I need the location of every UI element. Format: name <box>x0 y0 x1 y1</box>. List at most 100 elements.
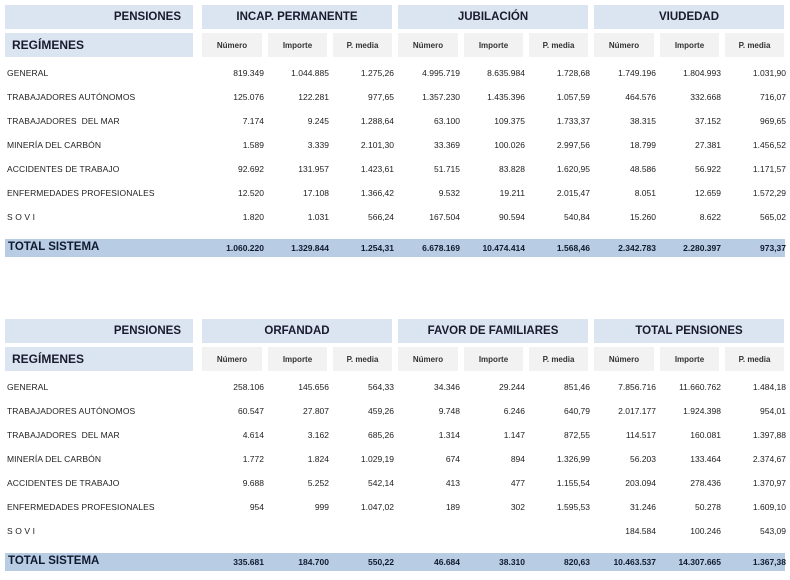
cell-value: 3.339 <box>307 140 329 150</box>
cell-value: 63.100 <box>434 116 460 126</box>
row-label: MINERÍA DEL CARBÓN <box>7 454 102 464</box>
cell-value: 640,79 <box>564 406 590 416</box>
cell-value: 1.397,88 <box>752 430 786 440</box>
cell-value: 1.366,42 <box>360 188 394 198</box>
cell-value: 122.281 <box>298 92 329 102</box>
row-label: TRABAJADORES DEL MAR <box>7 430 120 440</box>
total-value: 1.568,46 <box>556 243 590 253</box>
row-label: TRABAJADORES DEL MAR <box>7 116 120 126</box>
cell-value: 2.017.177 <box>618 406 656 416</box>
cell-value: 999 <box>314 502 329 512</box>
row-label: ACCIDENTES DE TRABAJO <box>7 478 120 488</box>
row-label: GENERAL <box>7 382 49 392</box>
cell-value: 48.586 <box>630 164 656 174</box>
total-value: 820,63 <box>564 557 590 567</box>
total-value: 46.684 <box>434 557 460 567</box>
cell-value: 12.659 <box>695 188 721 198</box>
cell-value: 145.656 <box>298 382 329 392</box>
cell-value: 51.715 <box>434 164 460 174</box>
cell-value: 1.749.196 <box>618 68 656 78</box>
total-value: 1.367,38 <box>752 557 786 567</box>
column-header: P. media <box>725 33 784 57</box>
cell-value: 125.076 <box>233 92 264 102</box>
cell-value: 8.622 <box>699 212 721 222</box>
cell-value: 1.484,18 <box>752 382 786 392</box>
cell-value: 8.051 <box>634 188 656 198</box>
cell-value: 1.804.993 <box>683 68 721 78</box>
pensions-table-2: PENSIONES REGÍMENES ORFANDAD Número Importe P… <box>0 314 790 574</box>
row-label: MINERÍA DEL CARBÓN <box>7 140 102 150</box>
cell-value: 29.244 <box>499 382 525 392</box>
cell-value: 1.357.230 <box>422 92 460 102</box>
cell-value: 543,09 <box>760 526 786 536</box>
row-label: S O V I <box>7 526 36 536</box>
cell-value: 1.057,59 <box>556 92 590 102</box>
cell-value: 1.288,64 <box>360 116 394 126</box>
cell-value: 38.315 <box>630 116 656 126</box>
cell-value: 18.799 <box>630 140 656 150</box>
cell-value: 1.595,53 <box>556 502 590 512</box>
cell-value: 1.820 <box>242 212 264 222</box>
cell-value: 5.252 <box>307 478 329 488</box>
cell-value: 184.584 <box>625 526 656 536</box>
cell-value: 37.152 <box>695 116 721 126</box>
column-header: P. media <box>333 347 392 371</box>
group-header: FAVOR DE FAMILIARES <box>398 319 588 343</box>
cell-value: 9.748 <box>438 406 460 416</box>
cell-value: 1.275,26 <box>360 68 394 78</box>
cell-value: 464.576 <box>625 92 656 102</box>
table-row: ENFERMEDADES PROFESIONALES 954 999 1.047,02… <box>0 502 790 516</box>
total-value: 10.474.414 <box>482 243 525 253</box>
total-value: 335.681 <box>233 557 264 567</box>
total-value: 550,22 <box>368 557 394 567</box>
cell-value: 9.688 <box>242 478 264 488</box>
total-value: 973,37 <box>760 243 786 253</box>
cell-value: 27.381 <box>695 140 721 150</box>
cell-value: 302 <box>510 502 525 512</box>
cell-value: 564,33 <box>368 382 394 392</box>
total-label: TOTAL SISTEMA <box>8 241 100 253</box>
row-label: TRABAJADORES AUTÓNOMOS <box>7 406 136 416</box>
cell-value: 278.436 <box>690 478 721 488</box>
cell-value: 56.922 <box>695 164 721 174</box>
cell-value: 1.326,99 <box>556 454 590 464</box>
cell-value: 1.155,54 <box>556 478 590 488</box>
cell-value: 969,65 <box>760 116 786 126</box>
row-label: GENERAL <box>7 68 49 78</box>
column-header: Número <box>202 33 262 57</box>
table-row: ACCIDENTES DE TRABAJO 92.692 131.957 1.423,… <box>0 164 790 178</box>
cell-value: 33.369 <box>434 140 460 150</box>
table-row: S O V I 1.820 1.031 566,24 167.504 90.594 540,… <box>0 212 790 226</box>
table-row: MINERÍA DEL CARBÓN 1.589 3.339 2.101,30 33.3… <box>0 140 790 154</box>
cell-value: 1.772 <box>242 454 264 464</box>
cell-value: 83.828 <box>499 164 525 174</box>
cell-value: 100.026 <box>494 140 525 150</box>
column-header: Importe <box>464 33 523 57</box>
cell-value: 1.031 <box>307 212 329 222</box>
cell-value: 1.147 <box>503 430 525 440</box>
cell-value: 15.260 <box>630 212 656 222</box>
total-value: 10.463.537 <box>613 557 656 567</box>
pensions-table-1: PENSIONES REGÍMENES INCAP. PERMANENTE Númer… <box>0 0 790 260</box>
group-header: TOTAL PENSIONES <box>594 319 784 343</box>
cell-value: 1.314 <box>438 430 460 440</box>
cell-value: 1.029,19 <box>360 454 394 464</box>
cell-value: 2.101,30 <box>360 140 394 150</box>
cell-value: 1.572,29 <box>752 188 786 198</box>
row-label: ENFERMEDADES PROFESIONALES <box>7 188 155 198</box>
cell-value: 674 <box>445 454 460 464</box>
column-header: Importe <box>660 33 719 57</box>
cell-value: 1.620,95 <box>556 164 590 174</box>
total-label: TOTAL SISTEMA <box>8 555 100 567</box>
cell-value: 92.692 <box>238 164 264 174</box>
total-value: 38.310 <box>499 557 525 567</box>
cell-value: 872,55 <box>564 430 590 440</box>
column-header: Importe <box>268 33 327 57</box>
cell-value: 477 <box>510 478 525 488</box>
table-row: MINERÍA DEL CARBÓN 1.772 1.824 1.029,19 674 8… <box>0 454 790 468</box>
cell-value: 167.504 <box>429 212 460 222</box>
cell-value: 1.047,02 <box>360 502 394 512</box>
cell-value: 954 <box>249 502 264 512</box>
regimenes-header: REGÍMENES <box>5 347 193 371</box>
cell-value: 2.997,56 <box>556 140 590 150</box>
